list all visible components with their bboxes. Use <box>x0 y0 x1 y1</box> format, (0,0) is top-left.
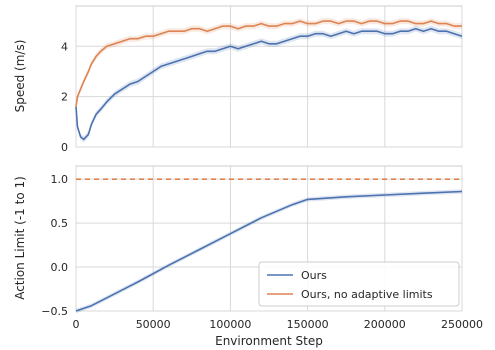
speed-lines <box>75 20 463 141</box>
speed-panel: 0 2 4 Speed (m/s) <box>13 5 463 154</box>
series-line-0 <box>75 27 463 141</box>
y-tick-label: 0.5 <box>51 217 69 230</box>
x-tick-label: 150000 <box>287 318 329 331</box>
legend-label-no-adaptive: Ours, no adaptive limits <box>301 288 433 301</box>
x-tick-label: 250000 <box>441 318 483 331</box>
action-limit-panel: −0.5 0.0 0.5 1.0 0 50000 100000 150000 200000 25… <box>13 165 484 348</box>
speed-plot-area <box>75 5 463 148</box>
y-tick-label: 1.0 <box>51 173 69 186</box>
y-tick-label: 4 <box>61 40 68 53</box>
speed-y-axis-label: Speed (m/s) <box>13 40 27 113</box>
speed-grid <box>75 6 463 148</box>
action-limit-y-axis-label: Action Limit (-1 to 1) <box>13 176 27 300</box>
y-tick-label: −0.5 <box>41 305 68 318</box>
series-line-0 <box>75 190 463 312</box>
x-tick-label: 0 <box>73 318 80 331</box>
action-limit-lines <box>75 178 463 312</box>
x-tick-label: 50000 <box>136 318 171 331</box>
series-line-1 <box>75 20 462 107</box>
y-tick-label: 0 <box>61 141 68 154</box>
legend-label-ours: Ours <box>301 269 327 282</box>
y-tick-label: 0.0 <box>51 261 69 274</box>
speed-y-ticks: 0 2 4 <box>61 40 68 154</box>
action-limit-y-ticks: −0.5 0.0 0.5 1.0 <box>41 173 68 318</box>
x-tick-label: 200000 <box>364 318 406 331</box>
legend-box <box>258 261 460 307</box>
x-ticks: 0 50000 100000 150000 200000 250000 <box>73 318 484 331</box>
x-tick-label: 100000 <box>209 318 251 331</box>
x-axis-label: Environment Step <box>215 334 323 348</box>
y-tick-label: 2 <box>61 91 68 104</box>
legend: Ours Ours, no adaptive limits <box>258 261 460 307</box>
